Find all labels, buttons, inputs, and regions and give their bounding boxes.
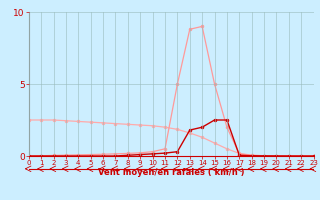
X-axis label: Vent moyen/en rafales ( km/h ): Vent moyen/en rafales ( km/h ) (98, 168, 244, 177)
